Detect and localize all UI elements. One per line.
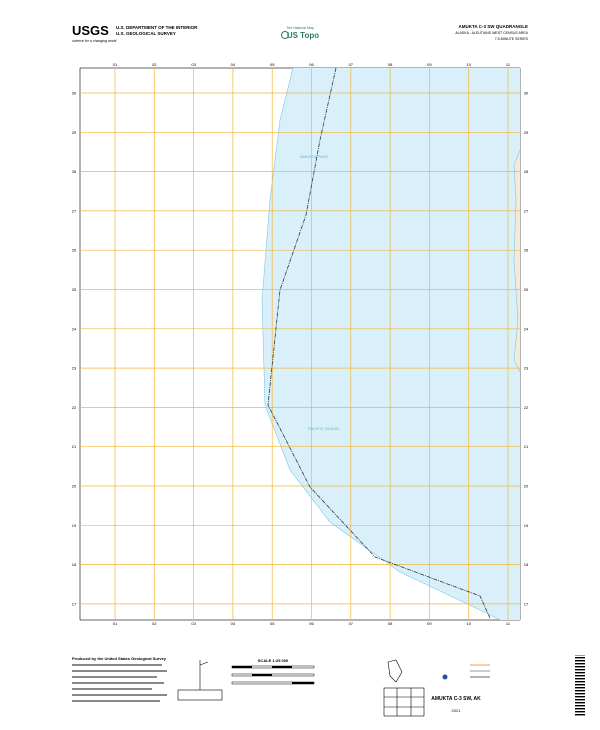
grid-label: 06	[309, 621, 314, 626]
grid-label: 02	[152, 62, 157, 67]
barcode-bars	[575, 655, 585, 717]
quadrangle: AMUKTA C-3 SW QUADRANGLE	[459, 24, 529, 29]
scale-segment	[252, 674, 272, 676]
grid-label: 09	[427, 621, 432, 626]
grid-label: 26	[72, 248, 77, 253]
grid-label: 24	[524, 326, 529, 331]
area: ALASKA - ALEUTIANS WEST CENSUS AREA	[455, 31, 528, 35]
sheet-year: 2021	[452, 708, 462, 713]
sheet-name: AMUKTA C-3 SW, AK	[431, 696, 481, 702]
declination-note	[177, 689, 223, 701]
grid-label: 08	[388, 621, 393, 626]
grid-label: 23	[72, 366, 77, 371]
grid-label: 20	[72, 484, 77, 489]
text-placeholder	[72, 670, 167, 672]
adjoining-quads	[383, 687, 425, 717]
national-map: The National Map	[286, 26, 314, 30]
grid-label: 18	[524, 562, 529, 567]
grid-label: 01	[113, 621, 118, 626]
barcode	[575, 655, 585, 717]
state-outline	[387, 659, 403, 683]
grid-label: 05	[270, 62, 275, 67]
grid: 01 01 02 02 03 03 04 04 05 05 06 06 07 07 08 08 09 09 10 10…	[72, 62, 529, 626]
island-shore	[513, 149, 521, 373]
water-label: AMUKTA PASS	[299, 154, 328, 159]
producer: Produced by the United States Geological…	[72, 656, 167, 661]
grid-label: 04	[231, 62, 236, 67]
grid-label: 09	[427, 62, 432, 67]
text-placeholder	[72, 700, 160, 702]
grid-label: 30	[524, 91, 529, 96]
declination-line	[199, 661, 209, 666]
legend-shield	[442, 674, 448, 680]
scale-title: SCALE 1:25 000	[258, 658, 289, 663]
grid-label: 08	[388, 62, 393, 67]
grid-label: 27	[524, 208, 529, 213]
water	[262, 68, 520, 620]
text-placeholder	[72, 694, 167, 696]
shoreline	[261, 67, 501, 621]
scale-bar	[231, 673, 315, 677]
grid-label: 10	[466, 62, 471, 67]
grid-label: 27	[72, 208, 77, 213]
grid-label: 02	[152, 621, 157, 626]
road-legend	[442, 664, 490, 680]
grid-label: 22	[72, 405, 77, 410]
us-topo: US Topo	[287, 31, 319, 40]
text-placeholder	[72, 676, 157, 678]
grid-label: 01	[113, 62, 118, 67]
water-label: PACIFIC OCEAN	[308, 426, 339, 431]
grid-label: 07	[349, 621, 354, 626]
grid-label: 17	[72, 601, 77, 606]
grid-label: 07	[349, 62, 354, 67]
grid-label: 03	[191, 621, 196, 626]
grid-label: 17	[524, 601, 529, 606]
grid-label: 29	[524, 130, 529, 135]
footer-text-block	[72, 664, 167, 702]
grid-label: 29	[72, 130, 77, 135]
grid-label: 21	[524, 444, 529, 449]
grid-label: 04	[231, 621, 236, 626]
scale-segment	[272, 666, 292, 668]
grid-label: 18	[72, 562, 77, 567]
text-placeholder	[72, 688, 152, 690]
grid-label: 19	[524, 523, 529, 528]
survey: U.S. GEOLOGICAL SURVEY	[116, 31, 176, 36]
grid-label: 20	[524, 484, 529, 489]
boundary-line	[267, 67, 491, 619]
usgs-tagline: science for a changing world	[72, 39, 117, 43]
text-placeholder	[72, 682, 164, 684]
grid-label: 21	[72, 444, 77, 449]
map-frame	[79, 67, 521, 621]
grid-label: 24	[72, 326, 77, 331]
grid-label: 26	[524, 248, 529, 253]
grid-label: 22	[524, 405, 529, 410]
scale-bars	[231, 665, 315, 685]
grid-label: 28	[524, 169, 529, 174]
scale-segment	[232, 666, 252, 668]
grid-label: 05	[270, 621, 275, 626]
north-arrow	[177, 660, 223, 701]
grid-label: 30	[72, 91, 77, 96]
grid-label: 11	[506, 62, 511, 67]
grid-label: 03	[191, 62, 196, 67]
location-map	[383, 659, 425, 717]
scale-segment	[292, 682, 314, 684]
usgs-logo: USGS	[72, 23, 109, 38]
grid-label: 11	[506, 621, 511, 626]
topo-icon	[281, 31, 289, 39]
grid-label: 06	[309, 62, 314, 67]
grid-label: 23	[524, 366, 529, 371]
grid-label: 28	[72, 169, 77, 174]
grid-label: 25	[72, 287, 77, 292]
grid-label: 19	[72, 523, 77, 528]
grid-label: 25	[524, 287, 529, 292]
text-placeholder	[72, 664, 162, 666]
grid-label: 10	[466, 621, 471, 626]
agency: U.S. DEPARTMENT OF THE INTERIOR	[116, 25, 198, 30]
series: 7.5-MINUTE SERIES	[495, 37, 529, 41]
